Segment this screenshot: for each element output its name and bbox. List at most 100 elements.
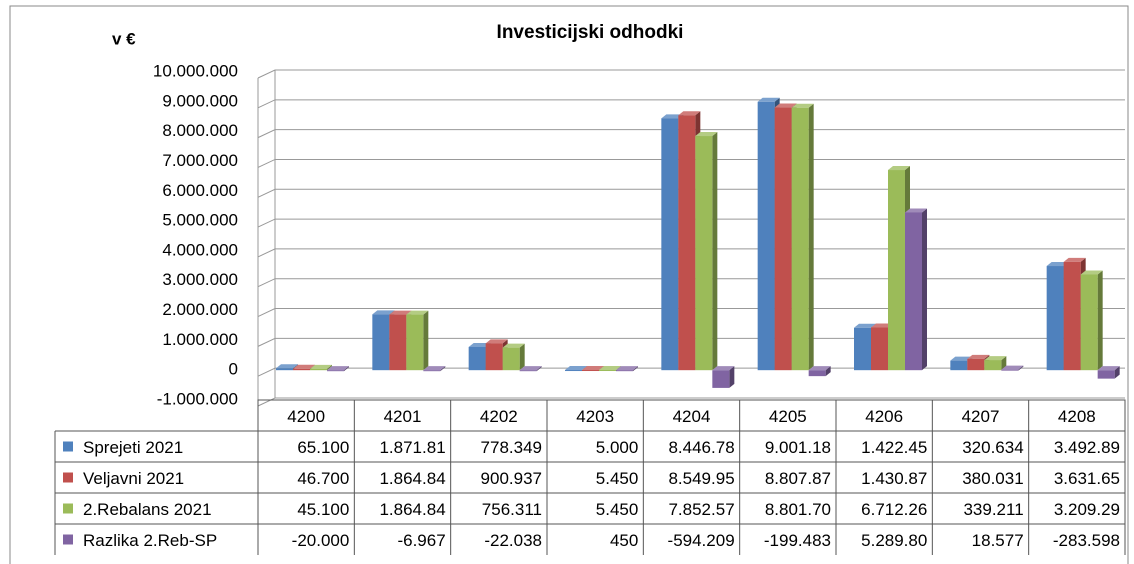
bar-top <box>888 166 910 171</box>
bar-top <box>423 366 446 371</box>
y-tick-label: -1.000.000 <box>157 389 238 408</box>
bar <box>1001 369 1019 371</box>
bar-side <box>536 366 542 372</box>
bar-top <box>310 364 332 369</box>
bar <box>661 118 679 371</box>
chart-title: Investicijski odhodki <box>497 22 684 43</box>
bar-top <box>616 366 638 371</box>
bar-top <box>1097 366 1120 371</box>
bar-top <box>757 97 780 102</box>
legend-key <box>63 534 73 545</box>
bar <box>1046 266 1064 371</box>
legend-label: Sprejeti 2021 <box>83 438 183 457</box>
bar-top <box>519 366 542 371</box>
bar <box>984 360 1002 371</box>
bar-top <box>905 208 927 213</box>
bar-top <box>1063 257 1086 262</box>
table-value: 8.446.78 <box>668 438 734 457</box>
table-value: 900.937 <box>481 469 542 488</box>
bar <box>712 370 730 388</box>
bar <box>854 327 871 371</box>
legend-key <box>63 472 73 483</box>
bar-top <box>950 356 973 361</box>
bar-top <box>327 366 349 371</box>
bar-top <box>293 364 315 369</box>
y-tick-label: 10.000.000 <box>153 61 238 80</box>
bar <box>757 101 775 371</box>
bar <box>565 370 582 372</box>
table-value: 46.700 <box>297 469 349 488</box>
bar-top <box>276 364 298 369</box>
bar-top <box>1080 270 1103 275</box>
bar <box>791 107 809 371</box>
bar <box>293 368 310 371</box>
x-tick-label: 4200 <box>287 407 325 426</box>
bar <box>1063 261 1081 371</box>
bar <box>599 370 616 372</box>
x-tick-label: 4207 <box>962 407 1000 426</box>
bar <box>389 314 407 371</box>
table-value: 3.631.65 <box>1054 469 1120 488</box>
bar-side <box>633 366 638 372</box>
legend-key <box>63 503 73 514</box>
chart-border <box>9 5 1129 564</box>
bar <box>808 370 826 377</box>
x-tick-label: 4206 <box>865 407 903 426</box>
y-tick-label: 0 <box>229 360 238 379</box>
bar <box>1080 274 1098 371</box>
x-tick-label: 4202 <box>480 407 518 426</box>
bar <box>582 370 599 372</box>
table-value: 1.430.87 <box>861 469 927 488</box>
table-value: 756.311 <box>482 500 542 519</box>
bar-side <box>440 366 446 372</box>
table-value: -22.038 <box>484 531 542 550</box>
x-tick-label: 4205 <box>769 407 807 426</box>
bar <box>502 347 520 371</box>
table-value: 380.031 <box>962 469 1023 488</box>
table-value: 1.864.84 <box>379 500 445 519</box>
bar-top <box>582 366 604 371</box>
table-value: 45.100 <box>297 500 349 519</box>
bar-top <box>372 310 395 315</box>
y-tick-label: 4.000.000 <box>162 240 238 259</box>
x-tick-label: 4208 <box>1058 407 1096 426</box>
x-tick-label: 4204 <box>673 407 711 426</box>
table-value: 18.577 <box>972 531 1024 550</box>
bar-side <box>423 310 429 371</box>
y-tick-label: 5.000.000 <box>162 211 238 230</box>
table-value: 8.807.87 <box>765 469 831 488</box>
bar <box>485 343 503 371</box>
bar <box>905 212 922 371</box>
table-value: 9.001.18 <box>765 438 831 457</box>
table-value: -283.598 <box>1053 531 1120 550</box>
table-value: 5.450 <box>596 500 639 519</box>
bar-side <box>808 103 814 371</box>
bar <box>519 370 537 372</box>
bar-side <box>825 366 831 377</box>
table-value: -594.209 <box>668 531 735 550</box>
bar-side <box>344 366 349 372</box>
table-value: 1.864.84 <box>379 469 445 488</box>
table-value: 1.422.45 <box>861 438 927 457</box>
bar-top <box>1001 365 1024 370</box>
table-value: 320.634 <box>962 438 1023 457</box>
legend-label: Razlika 2.Reb-SP <box>83 531 217 550</box>
bar-top <box>678 111 701 116</box>
bar-top <box>967 354 990 359</box>
x-tick-label: 4203 <box>576 407 614 426</box>
bar-side <box>1097 270 1103 371</box>
bar-side <box>1114 366 1120 379</box>
table-value: 450 <box>610 531 638 550</box>
bar <box>406 314 424 371</box>
table-value: 3.492.89 <box>1054 438 1120 457</box>
bar-top <box>406 310 429 315</box>
table-value: -199.483 <box>764 531 831 550</box>
bar-top <box>984 356 1007 361</box>
table-value: 778.349 <box>481 438 542 457</box>
bar-top <box>808 366 831 371</box>
bar-side <box>729 366 735 388</box>
bar <box>423 370 441 372</box>
y-axis-label: v € <box>112 29 136 48</box>
bar <box>967 358 985 371</box>
